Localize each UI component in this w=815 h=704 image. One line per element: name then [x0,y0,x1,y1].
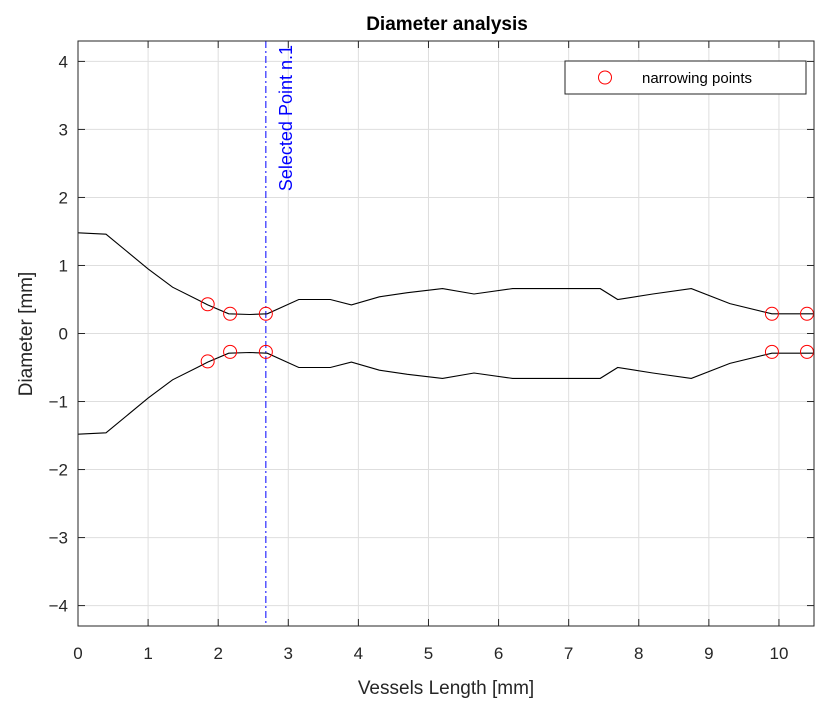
chart-title: Diameter analysis [366,14,528,35]
x-tick-label: 7 [564,644,573,663]
x-tick-label: 4 [354,644,363,663]
y-tick-label: −3 [49,529,68,548]
selected-point-label: Selected Point n.1 [276,45,296,191]
narrowing-point-marker [223,344,238,359]
narrowing-point-marker [799,344,814,359]
narrowing-point-marker [200,354,215,369]
x-tick-label: 1 [143,644,152,663]
y-axis-label: Diameter [mm] [16,272,37,397]
x-tick-label: 0 [73,644,82,663]
y-tick-label: 4 [59,52,68,71]
legend-marker [598,70,612,85]
x-axis-label: Vessels Length [mm] [358,678,534,699]
y-tick-label: −1 [49,393,68,412]
y-tick-label: 2 [59,188,68,207]
legend-label: narrowing points [642,70,752,87]
x-tick-label: 5 [424,644,433,663]
narrowing-point-marker [258,306,273,321]
narrowing-point-marker [799,306,814,321]
y-tick-labels: −4 −3 −2 −1 0 1 2 3 4 [49,52,68,615]
x-tick-labels: 0 1 2 3 4 5 6 7 8 9 10 [73,644,788,663]
x-tick-label: 2 [213,644,222,663]
selected-point-line-group: Selected Point n.1 [265,41,296,626]
y-tick-label: 1 [59,256,68,275]
upper-profile-line [77,232,814,316]
y-tick-label: −4 [49,597,68,616]
series-layer [77,232,814,435]
x-tick-label: 9 [704,644,713,663]
x-tick-label: 10 [769,644,788,663]
narrowing-point-marker [764,344,779,359]
x-tick-label: 3 [284,644,293,663]
y-tick-label: 0 [59,325,68,344]
y-tick-label: 3 [59,120,68,139]
narrowing-point-marker [764,306,779,321]
y-tick-label: −2 [49,461,68,480]
plot-area: Selected Point n.1 [77,40,815,627]
x-tick-label: 6 [494,644,503,663]
narrowing-point-marker [223,306,238,321]
legend-box [564,60,807,95]
grid [77,41,814,626]
legend: narrowing points [564,60,807,95]
ticks [77,41,814,626]
narrowing-point-marker [200,297,215,312]
x-tick-label: 8 [634,644,643,663]
lower-profile-line [77,351,814,435]
narrowing-point-marker [258,344,273,359]
marker-layer [200,297,814,369]
